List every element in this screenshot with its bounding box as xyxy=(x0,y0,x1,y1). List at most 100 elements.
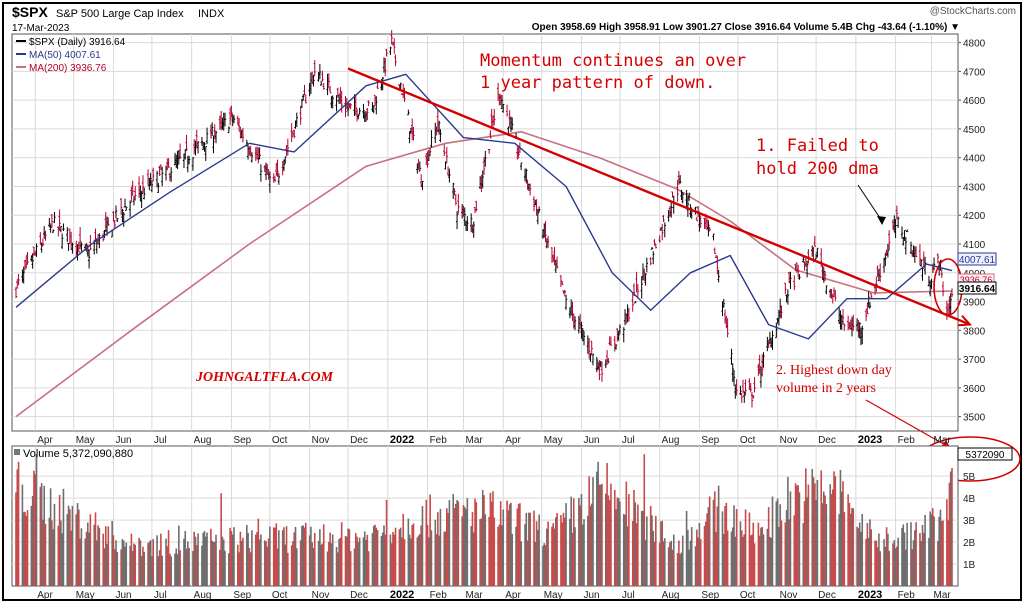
volume-bar xyxy=(601,483,603,586)
volume-bar xyxy=(116,551,119,586)
volume-bar xyxy=(174,553,176,586)
volume-bar xyxy=(272,527,275,586)
volume-x-tick-label: Aug xyxy=(194,590,212,601)
volume-bar xyxy=(694,546,697,586)
volume-bar xyxy=(390,543,393,586)
volume-bar xyxy=(649,505,652,586)
volume-bar xyxy=(902,524,905,586)
volume-bar xyxy=(857,528,860,586)
price-y-tick-label: 4200 xyxy=(963,211,986,222)
volume-bar xyxy=(542,545,544,586)
volume-bar xyxy=(498,524,501,586)
volume-bar xyxy=(849,513,852,586)
volume-bar xyxy=(762,534,765,586)
volume-bar xyxy=(179,550,181,586)
volume-bar xyxy=(372,525,375,586)
volume-bar xyxy=(797,485,799,586)
volume-bar xyxy=(98,527,101,586)
volume-bar xyxy=(188,547,190,586)
volume-bar xyxy=(269,526,271,586)
volume-bar xyxy=(21,484,24,586)
volume-bar xyxy=(237,544,239,586)
volume-bar xyxy=(428,537,430,586)
volume-bar xyxy=(583,519,585,586)
volume-bar xyxy=(735,509,738,586)
volume-bar xyxy=(484,514,487,586)
volume-bar xyxy=(43,485,46,586)
volume-bars xyxy=(15,454,953,586)
annotation-momentum-line2: 1 year pattern of down. xyxy=(480,73,715,93)
volume-bar xyxy=(526,540,529,586)
volume-x-axis: Apr May Jun Jul Aug Sep Oct Nov Dec 2022 Feb Mar Apr… xyxy=(37,589,951,601)
volume-bar xyxy=(761,526,764,586)
volume-bar xyxy=(905,549,907,586)
volume-bar xyxy=(329,532,331,586)
volume-bar xyxy=(213,541,216,586)
volume-bar xyxy=(398,529,401,586)
volume-bar xyxy=(284,544,287,586)
volume-bar xyxy=(851,508,853,586)
volume-x-tick-label: Feb xyxy=(430,590,448,601)
volume-bar xyxy=(254,534,257,586)
volume-bar xyxy=(15,492,17,586)
volume-bar xyxy=(696,529,698,586)
volume-bar xyxy=(385,499,388,586)
volume-bar xyxy=(192,550,194,586)
volume-bar xyxy=(167,530,170,586)
volume-bar xyxy=(212,541,215,586)
volume-bar xyxy=(275,523,278,586)
volume-bar xyxy=(62,488,65,586)
volume-bar xyxy=(26,510,29,586)
volume-bar xyxy=(597,461,599,586)
volume-bar xyxy=(606,463,608,586)
volume-bar xyxy=(313,533,316,586)
volume-bar xyxy=(444,531,447,586)
volume-bar xyxy=(658,542,661,586)
volume-bar xyxy=(299,540,302,586)
volume-bar xyxy=(939,509,942,586)
volume-bar xyxy=(125,542,128,586)
volume-bar xyxy=(717,485,720,586)
volume-bar xyxy=(760,527,762,586)
price-y-tick-label: 3600 xyxy=(963,384,986,395)
volume-bar xyxy=(897,537,899,586)
annotation-highest-line2: volume in 2 years xyxy=(776,381,876,396)
volume-bar xyxy=(538,514,540,586)
volume-bar xyxy=(681,535,684,586)
volume-bar xyxy=(434,519,437,586)
volume-bar xyxy=(528,512,530,586)
volume-bar xyxy=(53,503,56,586)
volume-bar xyxy=(48,517,51,586)
legend-volume-swatch xyxy=(14,449,20,455)
chart-date: 17-Mar-2023 xyxy=(12,23,70,34)
volume-bar xyxy=(626,526,629,586)
volume-bar xyxy=(158,550,161,586)
volume-bar xyxy=(283,527,285,586)
volume-bar xyxy=(131,550,134,586)
volume-bar xyxy=(474,498,476,586)
volume-bar xyxy=(893,540,896,586)
volume-bar xyxy=(869,519,871,586)
price-y-tick-label: 4700 xyxy=(963,67,986,78)
volume-bar xyxy=(354,533,357,586)
volume-bar xyxy=(457,501,460,586)
volume-bar xyxy=(447,512,449,586)
price-y-tick-label: 4100 xyxy=(963,240,986,251)
legend-ma50: MA(50) 4007.61 xyxy=(29,50,101,61)
index-name: S&P 500 Large Cap Index xyxy=(56,8,184,20)
volume-bar xyxy=(347,528,349,586)
volume-bar xyxy=(628,494,630,586)
price-x-tick-label: Aug xyxy=(194,435,212,446)
volume-bar xyxy=(115,540,117,586)
volume-bar xyxy=(858,522,861,586)
volume-bar xyxy=(715,532,717,586)
volume-x-tick-label: Jul xyxy=(154,590,167,601)
volume-bar xyxy=(296,548,298,586)
volume-bar xyxy=(193,531,196,586)
volume-bar xyxy=(775,501,778,586)
price-x-tick-label: Oct xyxy=(740,435,756,446)
volume-bar xyxy=(185,548,188,586)
volume-x-tick-label: Dec xyxy=(350,590,368,601)
volume-bar xyxy=(543,543,546,586)
